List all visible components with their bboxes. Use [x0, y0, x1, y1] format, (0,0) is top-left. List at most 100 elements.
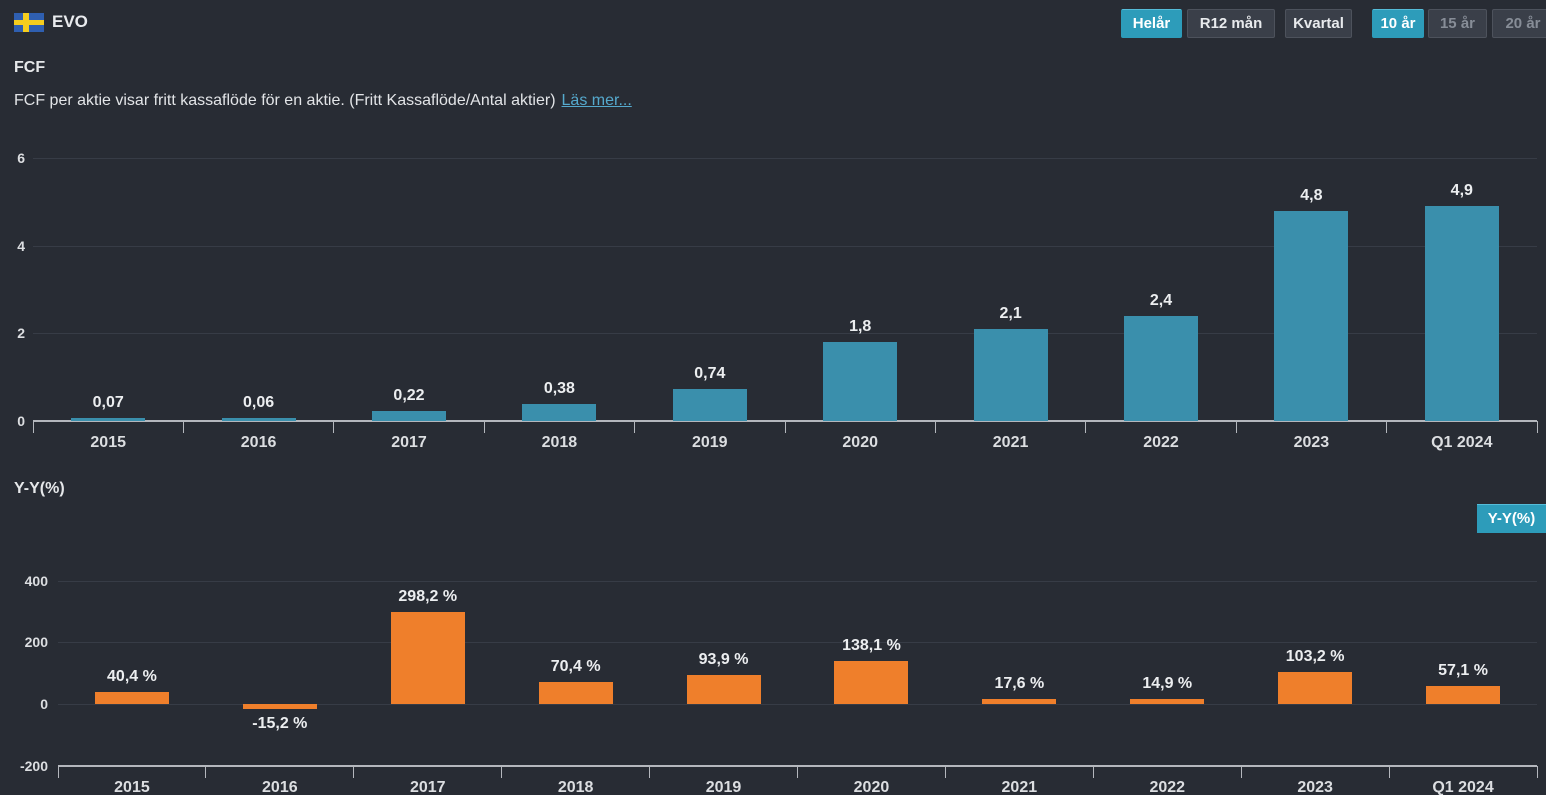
y-axis-tick-0: 0	[17, 413, 25, 429]
x-axis-label-2020: 2020	[853, 778, 890, 795]
x-axis-label-2016: 2016	[240, 434, 277, 451]
y-axis-tick-6: 6	[17, 150, 25, 167]
ticker-label: EVO	[52, 12, 88, 31]
range-button-20y[interactable]: 20 år	[1492, 9, 1546, 38]
x-axis-tick	[1235, 421, 1237, 433]
bar-2017[interactable]	[390, 612, 465, 704]
value-label-2019: 0,74	[694, 364, 726, 382]
x-axis-label-2016: 2016	[262, 778, 298, 795]
x-axis-label-q1-2024: Q1 2024	[1431, 434, 1493, 451]
y-axis-tick-200: 200	[24, 634, 48, 651]
period-button-r12[interactable]: R12 mån	[1187, 9, 1275, 38]
x-axis-label-2018: 2018	[557, 778, 594, 795]
x-axis-label-2021: 2021	[1001, 778, 1038, 795]
gridline-2	[33, 333, 1537, 335]
yy-chart: -200 0 200 400 40,4 % 2015 -15,2 % 2016 298,2 % 2…	[0, 555, 1546, 795]
range-button-10y[interactable]: 10 år	[1372, 9, 1424, 38]
period-button-kvartal[interactable]: Kvartal	[1285, 9, 1352, 38]
value-label-2015: 0,07	[92, 393, 124, 411]
bar-2023[interactable]	[1278, 672, 1353, 704]
bar-2018[interactable]	[538, 682, 613, 704]
y-axis-tick-4: 4	[17, 237, 25, 254]
y-axis-tick--200: -200	[19, 757, 48, 774]
x-axis-tick	[353, 765, 355, 778]
x-axis-tick	[182, 421, 184, 433]
value-label-2017: 298,2 %	[398, 588, 458, 605]
bar-2015[interactable]	[71, 417, 146, 421]
bar-2015[interactable]	[94, 691, 169, 704]
value-label-2019: 93,9 %	[698, 651, 749, 669]
range-button-15y[interactable]: 15 år	[1428, 9, 1487, 38]
bar-2021[interactable]	[982, 698, 1057, 704]
value-label-2018: 70,4 %	[550, 658, 601, 676]
description: FCF per aktie visar fritt kassaflöde för…	[14, 92, 632, 110]
gridline-400	[58, 580, 1537, 582]
bar-2018[interactable]	[522, 404, 597, 421]
value-label-2017: 0,22	[393, 387, 425, 405]
x-axis-label-q1-2024: Q1 2024	[1432, 778, 1494, 795]
page-title: FCF	[14, 59, 46, 76]
value-label-2021: 2,1	[999, 304, 1022, 322]
yy-toggle-button[interactable]: Y-Y(%)	[1477, 504, 1546, 533]
value-label-2022: 14,9 %	[1142, 675, 1193, 693]
value-label-2016: -15,2 %	[252, 714, 308, 732]
gridline-200	[58, 642, 1537, 644]
x-axis-tick	[483, 421, 485, 433]
period-button-helar[interactable]: Helår	[1121, 9, 1182, 38]
x-axis-tick	[1085, 421, 1087, 433]
value-label-2020: 1,8	[849, 318, 872, 336]
y-axis-tick-0: 0	[40, 696, 48, 712]
bar-2022[interactable]	[1124, 315, 1198, 421]
x-axis-tick	[1536, 765, 1538, 778]
gridline-4	[33, 245, 1537, 247]
value-label-2022: 2,4	[1149, 291, 1173, 309]
x-axis-tick	[934, 421, 936, 433]
bar-2016[interactable]	[221, 418, 296, 421]
x-axis-tick	[205, 765, 207, 778]
bar-2020[interactable]	[823, 342, 898, 421]
x-axis-label-2023: 2023	[1297, 778, 1333, 795]
bar-2023[interactable]	[1274, 210, 1349, 421]
x-axis-label-2022: 2022	[1149, 778, 1186, 795]
x-axis-label-2022: 2022	[1143, 434, 1179, 451]
x-axis-tick	[649, 765, 651, 778]
x-axis-tick	[1536, 421, 1538, 433]
x-axis-label-2019: 2019	[705, 778, 742, 795]
bar-2016[interactable]	[242, 704, 317, 709]
x-axis-label-2019: 2019	[691, 434, 728, 451]
value-label-2016: 0,06	[243, 394, 275, 412]
value-label-2015: 40,4 %	[107, 667, 157, 685]
x-axis-label-2018: 2018	[541, 434, 578, 451]
value-label-2023: 4,8	[1300, 186, 1323, 204]
sweden-flag-icon	[14, 13, 44, 32]
bar-q1-2024[interactable]	[1424, 206, 1499, 421]
value-label-2021: 17,6 %	[994, 674, 1045, 692]
x-axis-tick	[1092, 765, 1094, 778]
x-axis-tick	[1386, 421, 1388, 433]
value-label-2018: 0,38	[543, 380, 575, 398]
value-label-q1-2024: 4,9	[1450, 182, 1473, 200]
yy-section-title: Y-Y(%)	[14, 480, 65, 497]
bar-2021[interactable]	[973, 328, 1048, 421]
description-text: FCF per aktie visar fritt kassaflöde för…	[14, 92, 556, 109]
bar-2019[interactable]	[686, 675, 761, 704]
x-axis-tick	[333, 421, 335, 433]
bar-2020[interactable]	[834, 661, 909, 704]
fcf-chart: 0 2 4 6 0,07 2015 0,06 2016 0,22 2017 0,38 2018 0,74…	[0, 150, 1546, 455]
bar-2022[interactable]	[1130, 699, 1205, 704]
x-axis-label-2021: 2021	[992, 434, 1029, 451]
x-axis-tick	[797, 765, 798, 778]
x-axis-tick	[1240, 765, 1242, 778]
x-axis-label-2015: 2015	[90, 434, 126, 451]
value-label-2020: 138,1 %	[842, 637, 901, 655]
read-more-link[interactable]: Läs mer...	[561, 92, 632, 109]
x-axis-tick	[1388, 765, 1390, 778]
gridline-6	[33, 158, 1537, 160]
bar-2019[interactable]	[672, 388, 747, 421]
value-label-q1-2024: 57,1 %	[1438, 662, 1488, 680]
bar-2017[interactable]	[372, 411, 446, 421]
x-axis-tick	[784, 421, 786, 433]
gridline-0	[58, 704, 1537, 705]
bar-q1-2024[interactable]	[1426, 686, 1501, 704]
